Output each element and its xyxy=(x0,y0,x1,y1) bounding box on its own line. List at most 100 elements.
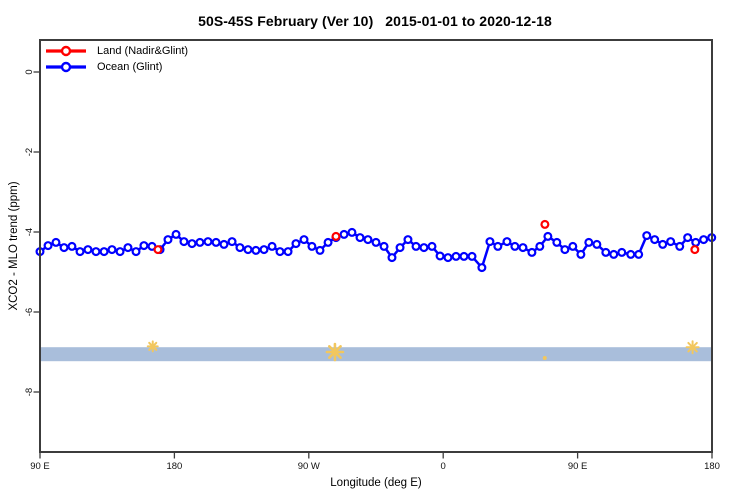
data-point xyxy=(195,237,205,247)
data-point xyxy=(395,243,405,253)
flag-asterisk-icon xyxy=(325,342,345,362)
data-point xyxy=(243,245,253,255)
data-point xyxy=(675,241,685,251)
data-point xyxy=(339,229,349,239)
data-point xyxy=(518,243,528,253)
data-point xyxy=(601,247,611,257)
data-point xyxy=(75,247,85,257)
data-point xyxy=(642,231,652,241)
data-point xyxy=(543,231,553,241)
land-series xyxy=(153,219,700,255)
data-point xyxy=(219,239,229,249)
data-point xyxy=(115,247,125,257)
data-point xyxy=(443,253,453,263)
data-point xyxy=(211,237,221,247)
svg-text:0: 0 xyxy=(441,461,446,472)
data-point xyxy=(283,247,293,257)
data-point xyxy=(527,247,537,257)
data-point xyxy=(467,251,477,261)
data-point xyxy=(203,237,213,247)
flag-asterisk-icon xyxy=(146,340,159,353)
y-axis-label: XCO2 - MLO trend (ppm) xyxy=(8,181,20,311)
plot-frame xyxy=(39,39,713,453)
data-point xyxy=(187,239,197,249)
x-axis-label: Longitude (deg E) xyxy=(330,477,422,489)
data-point xyxy=(275,247,285,257)
data-point xyxy=(576,249,586,259)
data-point xyxy=(592,239,602,249)
svg-text:-6: -6 xyxy=(24,308,35,316)
data-point xyxy=(363,235,373,245)
data-point xyxy=(411,241,421,251)
data-point xyxy=(568,241,578,251)
data-point xyxy=(315,245,325,255)
data-point xyxy=(477,263,487,273)
data-point xyxy=(123,243,133,253)
data-point xyxy=(371,237,381,247)
data-point xyxy=(650,235,660,245)
svg-text:180: 180 xyxy=(704,461,720,472)
data-point xyxy=(153,245,163,255)
data-point xyxy=(626,249,636,259)
data-point xyxy=(560,245,570,255)
data-point xyxy=(485,237,495,247)
data-point xyxy=(299,235,309,245)
data-point xyxy=(658,239,668,249)
data-point xyxy=(540,219,550,229)
data-point xyxy=(99,247,109,257)
y-axis: 0 -2 -4 -6 -8 xyxy=(24,69,40,396)
data-point xyxy=(259,245,269,255)
data-point xyxy=(107,245,117,255)
data-point xyxy=(387,253,397,263)
data-point xyxy=(43,241,53,251)
data-point xyxy=(419,243,429,253)
data-point xyxy=(379,241,389,251)
svg-text:0: 0 xyxy=(24,69,35,74)
data-point xyxy=(331,231,341,241)
data-point xyxy=(510,241,520,251)
highlight-band xyxy=(40,347,712,362)
chart-title: 50S-45S February (Ver 10) 2015-01-01 to … xyxy=(198,13,552,29)
data-point xyxy=(291,239,301,249)
ocean-marker-icon xyxy=(46,61,86,73)
data-point xyxy=(307,241,317,251)
legend-item-land: Land (Nadir&Glint) xyxy=(44,43,188,59)
data-point xyxy=(493,241,503,251)
data-point xyxy=(691,237,701,247)
data-point xyxy=(634,249,644,259)
data-point xyxy=(617,247,627,257)
data-point xyxy=(435,251,445,261)
data-point xyxy=(459,251,469,261)
data-point xyxy=(51,237,61,247)
data-point xyxy=(67,241,77,251)
data-point xyxy=(323,237,333,247)
svg-text:90 E: 90 E xyxy=(30,461,50,472)
data-point xyxy=(171,229,181,239)
data-point xyxy=(179,237,189,247)
svg-text:90 E: 90 E xyxy=(568,461,588,472)
data-point xyxy=(131,247,141,257)
data-point xyxy=(227,237,237,247)
data-point xyxy=(683,233,693,243)
data-point xyxy=(235,243,245,253)
data-point xyxy=(163,235,173,245)
data-point xyxy=(690,245,700,255)
data-point xyxy=(59,243,69,253)
data-point xyxy=(609,249,619,259)
data-point xyxy=(91,247,101,257)
data-point xyxy=(552,237,562,247)
data-point xyxy=(502,237,512,247)
flag-asterisk-icon xyxy=(685,340,700,355)
data-point xyxy=(355,233,365,243)
data-point xyxy=(584,237,594,247)
data-point xyxy=(251,245,261,255)
land-marker-icon xyxy=(46,45,86,57)
svg-text:180: 180 xyxy=(166,461,182,472)
legend-label-land: Land (Nadir&Glint) xyxy=(97,45,189,57)
data-point xyxy=(535,241,545,251)
x-axis: 90 E 180 90 W 0 90 E 180 xyxy=(30,452,720,472)
ocean-series xyxy=(35,227,717,273)
svg-text:-8: -8 xyxy=(24,388,35,396)
